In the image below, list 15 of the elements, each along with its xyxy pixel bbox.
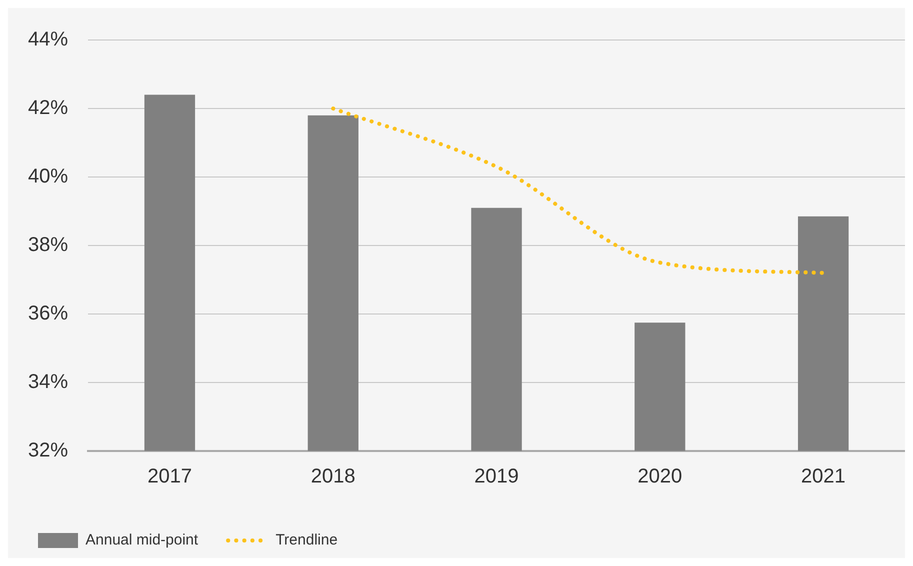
y-tick-label: 38% bbox=[28, 234, 68, 256]
legend-label: Annual mid-point bbox=[86, 532, 199, 549]
x-tick-label: 2019 bbox=[474, 466, 519, 488]
y-tick-label: 36% bbox=[28, 302, 68, 325]
legend-label: Trendline bbox=[276, 532, 338, 549]
y-tick-label: 32% bbox=[28, 440, 68, 462]
y-tick-label: 40% bbox=[28, 166, 68, 188]
y-tick-label: 42% bbox=[28, 97, 68, 120]
line-series bbox=[331, 106, 826, 275]
x-tick-label: 2021 bbox=[801, 466, 846, 488]
y-tick-label: 34% bbox=[28, 371, 68, 394]
x-tick-label: 2020 bbox=[638, 466, 682, 488]
x-tick-label: 2017 bbox=[147, 466, 192, 488]
y-tick-label: 44% bbox=[28, 28, 68, 51]
x-tick-label: 2018 bbox=[310, 466, 356, 488]
